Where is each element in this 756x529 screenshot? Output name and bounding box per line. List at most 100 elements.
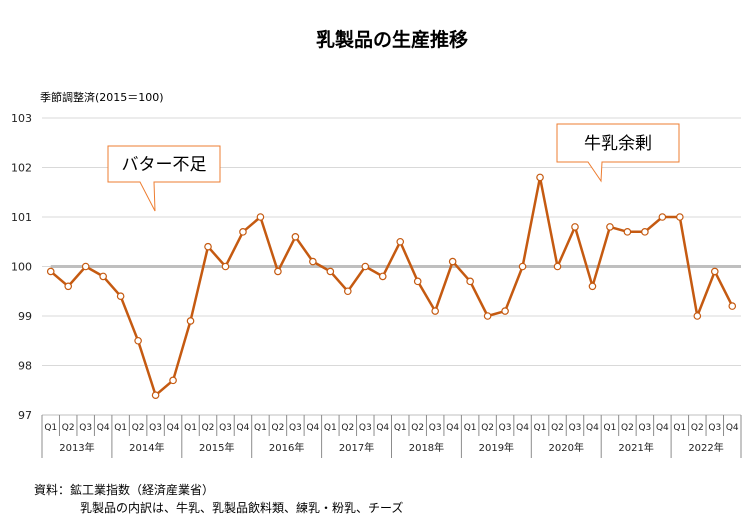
annotation-callout: 牛乳余剰 <box>556 123 680 183</box>
x-tick-label: Q4 <box>167 423 180 433</box>
callout-shape <box>107 145 221 212</box>
data-point <box>239 228 247 236</box>
data-point <box>64 282 73 291</box>
x-tick-label: Q1 <box>673 423 686 433</box>
x-tick-label: Q4 <box>656 423 669 433</box>
data-point <box>588 282 597 291</box>
data-point <box>116 292 125 301</box>
x-year-label: 2017年 <box>339 441 374 454</box>
data-point <box>606 223 614 231</box>
data-point <box>134 336 142 345</box>
data-point <box>641 228 649 236</box>
x-tick-label: Q4 <box>376 423 389 433</box>
y-tick-label: 97 <box>18 409 32 422</box>
data-point <box>186 317 195 325</box>
x-tick-label: Q1 <box>324 423 337 433</box>
y-axis-label: 季節調整済(2015＝100) <box>40 90 164 104</box>
data-point <box>676 213 684 221</box>
x-tick-label: Q4 <box>726 423 739 433</box>
x-tick-label: Q1 <box>604 423 617 433</box>
x-year-label: 2020年 <box>549 441 584 454</box>
x-tick-label: Q3 <box>638 423 651 433</box>
x-tick-label: Q1 <box>44 423 57 433</box>
x-tick-label: Q3 <box>219 423 232 433</box>
callout-label: 牛乳余剰 <box>584 134 652 154</box>
annotations: バター不足 牛乳余剰 <box>107 123 680 212</box>
data-point <box>378 272 387 281</box>
data-point <box>256 213 265 221</box>
x-tick-label: Q4 <box>516 423 529 433</box>
x-tick-label: Q4 <box>306 423 319 433</box>
x-year-label: 2013年 <box>59 441 94 454</box>
x-tick-label: Q2 <box>621 423 634 433</box>
x-tick-label: Q1 <box>534 423 547 433</box>
data-point <box>204 242 212 251</box>
data-point <box>658 213 667 221</box>
x-axis: Q1 Q2 Q3 Q4 Q1 Q2 Q3 Q4 Q1 Q2 Q3 Q4 Q1 Q2 Q3 Q4 Q1 Q2 Q3 Q4… <box>41 414 742 458</box>
data-point <box>623 228 632 236</box>
data-point <box>221 262 230 271</box>
x-tick-label: Q3 <box>149 423 162 433</box>
x-year-label: 2016年 <box>269 441 304 454</box>
x-tick-label: Q4 <box>446 423 459 433</box>
x-tick-label: Q1 <box>114 423 127 433</box>
y-tick-label: 101 <box>11 211 32 224</box>
data-point <box>448 257 457 266</box>
y-tick-label: 100 <box>11 261 32 274</box>
y-tick-label: 99 <box>18 310 32 323</box>
x-tick-label: Q4 <box>97 423 110 433</box>
data-point <box>571 223 579 231</box>
x-tick-label: Q3 <box>79 423 92 433</box>
x-tick-label: Q2 <box>481 423 494 433</box>
data-point <box>483 312 492 320</box>
series-line <box>49 176 734 397</box>
data-point <box>553 262 562 271</box>
data-point <box>291 233 300 241</box>
x-year-label: 2021年 <box>618 441 653 454</box>
y-tick-labels: 97 98 99 100 101 102 103 <box>11 112 32 422</box>
x-tick-label: Q3 <box>499 423 512 433</box>
x-tick-label: Q2 <box>62 423 75 433</box>
data-point <box>309 257 317 266</box>
x-tick-label: Q2 <box>551 423 564 433</box>
x-tick-label: Q2 <box>341 423 354 433</box>
x-tick-label: Q2 <box>691 423 704 433</box>
x-tick-label: Q4 <box>586 423 599 433</box>
callout-shape <box>556 123 680 183</box>
x-tick-label: Q1 <box>184 423 197 433</box>
data-point <box>413 277 422 286</box>
data-point <box>396 237 405 246</box>
x-tick-label: Q1 <box>464 423 477 433</box>
x-year-label: 2015年 <box>199 441 234 454</box>
x-tick-label: Q1 <box>254 423 267 433</box>
x-tick-label: Q3 <box>569 423 582 433</box>
x-tick-label: Q2 <box>132 423 145 433</box>
x-year-label: 2022年 <box>688 441 723 454</box>
data-point <box>326 267 335 276</box>
chart-title: 乳製品の生産推移 <box>316 28 468 51</box>
data-point <box>344 287 352 296</box>
y-tick-label: 103 <box>11 112 32 125</box>
x-year-label: 2019年 <box>479 441 514 454</box>
footer: 資料：鉱工業指数（経済産業省） 乳製品の内訳は、牛乳、乳製品飲料類、練乳・粉乳、チ… <box>34 481 403 517</box>
data-point <box>169 376 177 385</box>
data-point <box>501 307 509 315</box>
x-tick-label: Q4 <box>237 423 250 433</box>
data-point <box>81 262 90 271</box>
callout-label: バター不足 <box>122 155 207 175</box>
y-tick-label: 102 <box>11 162 32 175</box>
x-tick-label: Q1 <box>394 423 407 433</box>
breakdown-note: 乳製品の内訳は、牛乳、乳製品飲料類、練乳・粉乳、チーズ <box>80 501 404 515</box>
x-tick-label: Q3 <box>289 423 302 433</box>
data-point <box>466 277 474 286</box>
data-point <box>151 391 160 400</box>
x-year-label: 2018年 <box>409 441 444 454</box>
data-point <box>274 267 282 276</box>
series-group <box>46 173 737 400</box>
data-point <box>99 272 107 281</box>
data-point <box>431 307 439 315</box>
data-point <box>536 173 544 182</box>
data-point <box>46 267 55 276</box>
data-point <box>693 312 702 320</box>
x-tick-label: Q2 <box>411 423 424 433</box>
